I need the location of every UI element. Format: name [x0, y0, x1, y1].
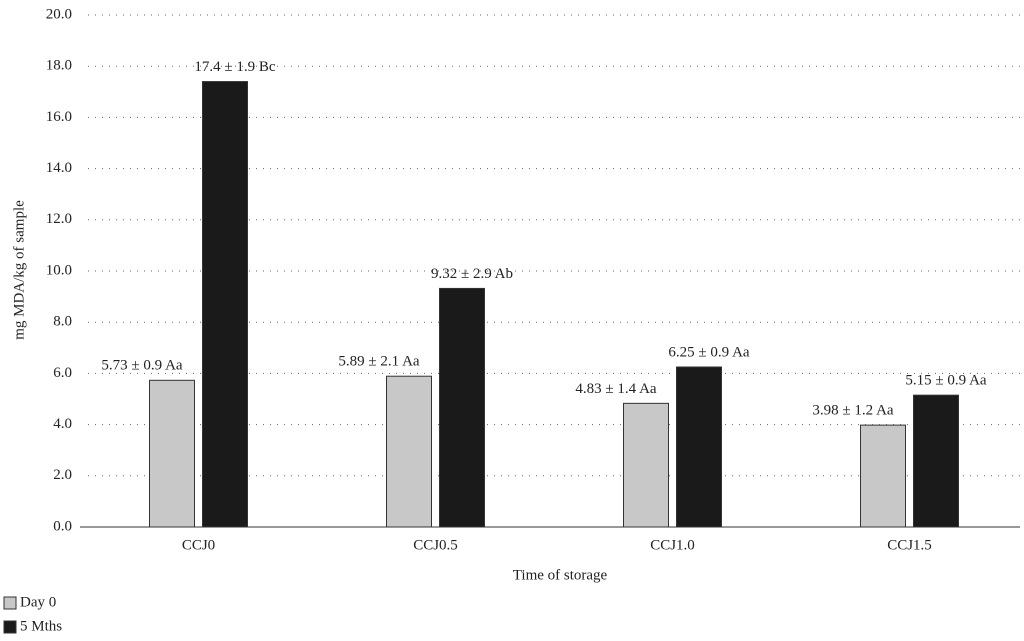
- bar: [913, 394, 959, 528]
- legend-swatch: [3, 620, 17, 634]
- x-tick-label: CCJ1.0: [650, 537, 695, 553]
- data-label: 4.83 ± 1.4 Aa: [575, 381, 656, 397]
- data-label: 6.25 ± 0.9 Aa: [668, 344, 749, 360]
- y-tick-label: 6.0: [53, 365, 72, 381]
- data-label: 3.98 ± 1.2 Aa: [812, 403, 893, 419]
- y-tick-label: 12.0: [46, 211, 72, 227]
- bar: [860, 424, 906, 528]
- data-label: 5.73 ± 0.9 Aa: [101, 358, 182, 374]
- y-tick-label: 4.0: [53, 416, 72, 432]
- data-label: 9.32 ± 2.9 Ab: [431, 266, 513, 282]
- bar: [623, 402, 669, 528]
- y-tick-label: 14.0: [46, 160, 72, 176]
- y-tick-label: 8.0: [53, 314, 72, 330]
- legend-swatch: [3, 596, 17, 610]
- y-tick-label: 16.0: [46, 109, 72, 125]
- x-tick-label: CCJ0.5: [413, 537, 458, 553]
- x-axis-label: Time of storage: [513, 567, 608, 583]
- y-tick-label: 2.0: [53, 467, 72, 483]
- y-tick-label: 18.0: [46, 58, 72, 74]
- legend-label: 5 Mths: [20, 618, 62, 634]
- data-label: 5.89 ± 2.1 Aa: [338, 354, 419, 370]
- bar: [676, 366, 722, 528]
- bar: [202, 81, 248, 528]
- y-tick-label: 20.0: [46, 6, 72, 22]
- y-tick-label: 0.0: [53, 518, 72, 534]
- data-label: 5.15 ± 0.9 Aa: [905, 373, 986, 389]
- y-axis-label: mg MDA/kg of sample: [11, 200, 27, 340]
- x-tick-label: CCJ0: [182, 537, 215, 553]
- x-tick-label: CCJ1.5: [887, 537, 932, 553]
- bar: [439, 287, 485, 528]
- data-label: 17.4 ± 1.9 Bc: [194, 59, 275, 75]
- y-tick-label: 10.0: [46, 262, 72, 278]
- bar: [386, 375, 432, 528]
- bar: [149, 379, 195, 528]
- legend-label: Day 0: [20, 594, 56, 610]
